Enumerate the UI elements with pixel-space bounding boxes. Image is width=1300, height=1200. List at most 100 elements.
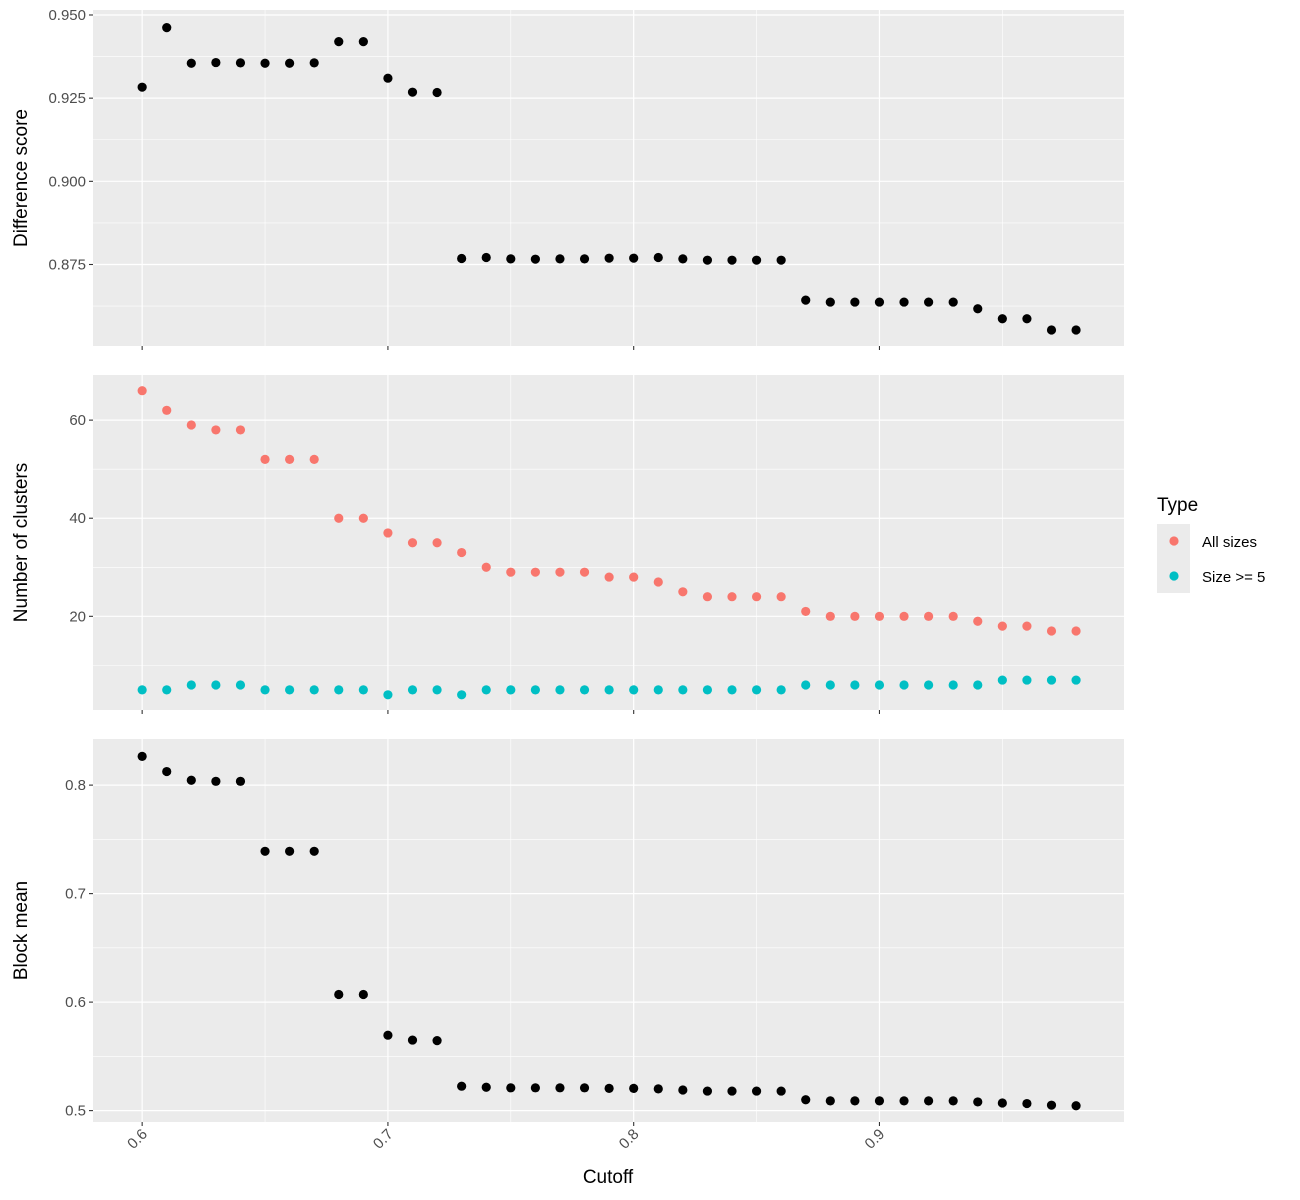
data-point xyxy=(211,57,221,68)
data-point xyxy=(973,680,983,690)
data-point xyxy=(801,680,811,690)
y-axis-title: Difference score xyxy=(11,109,32,247)
data-point xyxy=(874,1096,885,1106)
y-tick-label: 0.925 xyxy=(48,90,86,107)
x-tick-label: 0.9 xyxy=(862,1126,889,1153)
data-point xyxy=(850,611,860,621)
data-point xyxy=(555,254,565,264)
data-point xyxy=(850,680,860,690)
data-point xyxy=(1022,314,1032,324)
data-point xyxy=(653,1084,663,1094)
data-point xyxy=(924,297,934,307)
data-point xyxy=(948,1096,958,1106)
data-point xyxy=(1071,675,1081,685)
series-points-0 xyxy=(137,751,1081,1111)
data-point xyxy=(358,37,368,47)
data-point xyxy=(997,1098,1007,1108)
data-point xyxy=(162,23,172,33)
legend: Type All sizes Size >= 5 xyxy=(1157,495,1265,593)
data-point xyxy=(825,297,835,307)
data-point xyxy=(776,592,786,602)
data-point xyxy=(555,567,565,577)
data-point xyxy=(1022,621,1032,631)
y-axis-title: Block mean xyxy=(11,881,32,980)
data-point xyxy=(579,685,590,695)
data-point xyxy=(973,304,983,314)
data-point xyxy=(235,776,246,786)
series-points-0 xyxy=(137,23,1081,335)
data-point xyxy=(334,685,344,695)
data-point xyxy=(997,314,1007,324)
data-point xyxy=(1046,626,1057,636)
data-point xyxy=(260,685,270,695)
x-tick-label: 0.7 xyxy=(370,1126,397,1153)
data-point xyxy=(334,37,344,47)
data-point xyxy=(727,255,737,265)
data-point xyxy=(334,989,344,1000)
data-point xyxy=(629,572,639,582)
data-point xyxy=(555,1083,565,1093)
data-point xyxy=(1071,1101,1081,1111)
series-all-sizes xyxy=(137,386,1081,636)
data-point xyxy=(186,58,196,68)
data-point xyxy=(1071,626,1081,636)
data-point xyxy=(629,253,639,263)
data-point xyxy=(776,255,786,265)
data-point xyxy=(604,572,614,582)
data-point xyxy=(776,1086,786,1096)
data-point xyxy=(383,73,393,83)
panel-background xyxy=(93,739,1124,1122)
legend-label: Size >= 5 xyxy=(1202,569,1265,586)
legend-entries: All sizes Size >= 5 xyxy=(1169,534,1265,586)
data-point xyxy=(948,611,958,621)
data-point xyxy=(457,253,467,264)
data-point xyxy=(457,690,467,700)
data-point xyxy=(801,1095,811,1105)
data-point xyxy=(211,425,221,435)
data-point xyxy=(235,425,246,435)
data-point xyxy=(1071,325,1081,335)
data-point xyxy=(702,255,713,265)
data-point xyxy=(506,254,516,264)
y-tick-label: 0.5 xyxy=(65,1103,86,1120)
data-point xyxy=(481,562,491,572)
data-point xyxy=(457,547,467,558)
data-point xyxy=(358,685,368,695)
data-point xyxy=(137,685,147,695)
data-point xyxy=(1046,675,1057,685)
data-point xyxy=(727,685,737,695)
data-point xyxy=(186,680,196,690)
data-point xyxy=(678,685,688,695)
data-point xyxy=(137,386,147,396)
data-point xyxy=(899,297,909,307)
data-point xyxy=(776,685,786,695)
data-point xyxy=(407,685,418,695)
legend-key-background xyxy=(1157,524,1190,593)
data-point xyxy=(285,454,295,464)
data-point xyxy=(481,685,491,695)
data-point xyxy=(260,58,270,68)
data-point xyxy=(751,592,762,602)
data-point xyxy=(309,685,319,695)
panel-background xyxy=(93,10,1124,346)
data-point xyxy=(874,680,885,690)
y-tick-label: 0.7 xyxy=(65,886,86,903)
panel-number-of-clusters: 20 40 60 Number of clusters xyxy=(11,375,1124,714)
data-point xyxy=(948,680,958,690)
data-point xyxy=(973,1097,983,1107)
data-point xyxy=(260,454,270,464)
data-point xyxy=(874,297,885,307)
data-point xyxy=(1022,1098,1032,1109)
data-point xyxy=(334,513,344,523)
data-point xyxy=(653,685,663,695)
data-point xyxy=(162,685,172,695)
data-point xyxy=(432,87,442,98)
data-point xyxy=(1046,325,1057,335)
y-tick-label: 60 xyxy=(69,412,86,429)
data-point xyxy=(751,685,762,695)
x-axis-title: Cutoff xyxy=(583,1167,634,1188)
data-point xyxy=(407,1035,418,1045)
data-point xyxy=(751,255,762,265)
data-point xyxy=(825,1096,835,1106)
